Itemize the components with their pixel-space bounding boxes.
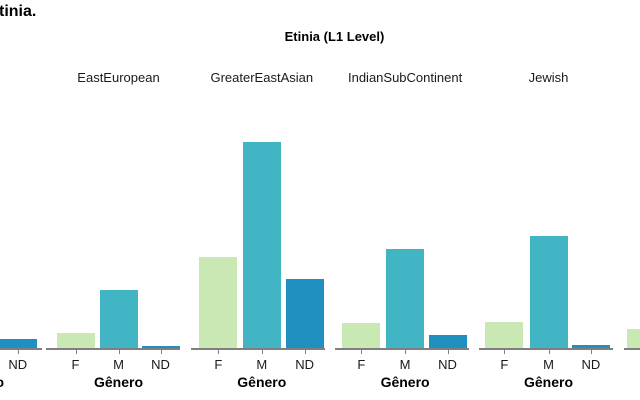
x-tick-label: M — [113, 357, 124, 372]
bar-IndianSubContinent-M — [386, 248, 425, 349]
x-axis-line — [334, 348, 469, 350]
x-tick — [75, 349, 77, 355]
bar-EastEuropean-ND — [141, 345, 180, 349]
bar-Jewish-F — [485, 322, 524, 349]
x-tick-label: M — [543, 357, 554, 372]
bar-GreaterEastAsian-F — [199, 256, 238, 349]
x-tick-label: ND — [438, 357, 457, 372]
x-tick-label: F — [214, 357, 223, 372]
bar-partial-left-ND — [0, 339, 37, 349]
x-tick — [548, 349, 550, 355]
bar-IndianSubContinent-ND — [428, 334, 467, 349]
x-axis-line — [46, 348, 180, 350]
bar-Jewish-M — [529, 235, 568, 349]
x-axis-title: Gênero — [237, 374, 287, 390]
x-tick-label: M — [399, 357, 411, 372]
x-axis-title: Gênero — [93, 374, 143, 390]
x-axis-line — [0, 348, 42, 350]
x-axis-line — [190, 348, 325, 350]
x-axis-title: Gênero — [380, 374, 430, 390]
x-tick-label: F — [71, 357, 80, 372]
x-tick — [261, 349, 263, 355]
x-tick — [504, 349, 506, 355]
facet-label-EastEuropean: EastEuropean — [77, 70, 160, 85]
bar-GreaterEastAsian-ND — [285, 278, 324, 349]
x-tick-label: ND — [295, 357, 315, 372]
bar-partial-right-F — [627, 328, 640, 349]
x-tick — [304, 349, 306, 355]
chart-title: Etinia (L1 Level) — [284, 29, 385, 44]
x-tick-label: M — [256, 357, 268, 372]
x-tick — [405, 349, 407, 355]
x-tick-label: ND — [8, 357, 28, 372]
x-tick-label: F — [500, 357, 509, 372]
heading-text-fragment: tinia. — [0, 3, 37, 20]
x-tick — [17, 349, 19, 355]
x-tick-label: ND — [581, 357, 601, 372]
bar-GreaterEastAsian-M — [242, 142, 281, 349]
x-tick-label: F — [357, 357, 366, 372]
x-tick — [160, 349, 162, 355]
x-axis-title: Gênero — [523, 374, 573, 390]
x-axis-line — [623, 348, 640, 350]
facet-label-IndianSubContinent: IndianSubContinent — [347, 70, 463, 85]
x-axis-title-clipped: Gênero — [0, 374, 4, 390]
x-tick — [590, 349, 593, 355]
facet-label-Jewish: Jewish — [528, 70, 569, 85]
x-tick — [118, 349, 120, 355]
facet-label-GreaterEastAsian: GreaterEastAsian — [210, 70, 314, 85]
bar-IndianSubContinent-F — [342, 323, 381, 349]
x-tick — [447, 349, 449, 355]
x-tick-label: ND — [151, 357, 170, 372]
x-axis-line — [479, 348, 614, 350]
bar-Jewish-ND — [571, 344, 610, 349]
x-tick — [361, 349, 363, 355]
bar-EastEuropean-M — [99, 289, 138, 349]
bar-EastEuropean-F — [56, 332, 95, 349]
x-tick — [218, 349, 220, 355]
